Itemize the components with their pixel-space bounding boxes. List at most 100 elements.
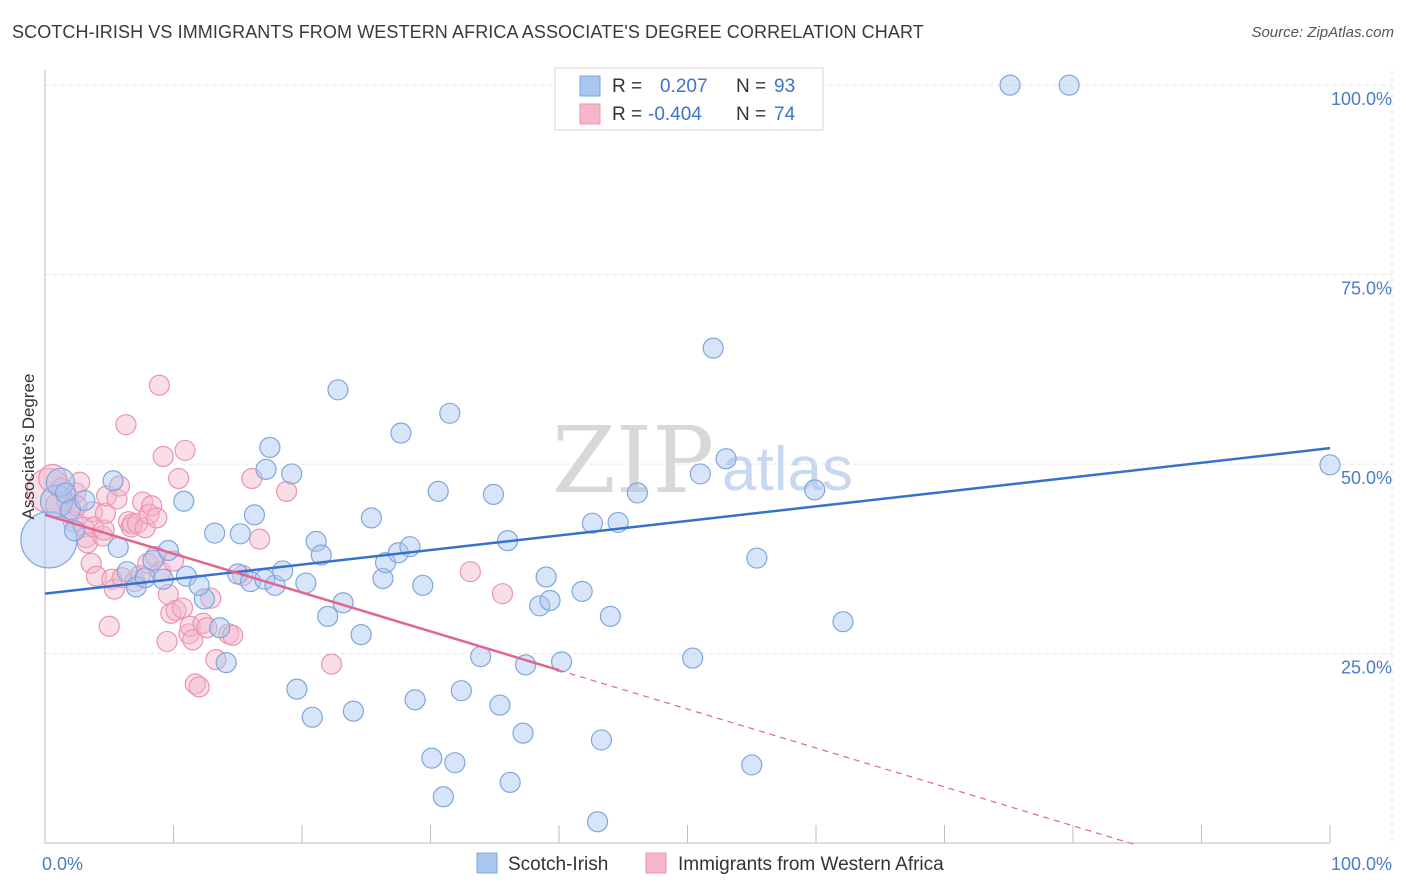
x-tick-label-min: 0.0% <box>42 854 83 874</box>
legend-r-value-western-africa: -0.404 <box>648 104 702 125</box>
series-legend: Scotch-Irish Immigrants from Western Afr… <box>476 852 944 875</box>
scotch-irish-point-19 <box>204 522 226 544</box>
scotch-irish-point-0 <box>20 511 78 569</box>
scotch-irish-point-80 <box>804 479 826 501</box>
scotch-irish-point-37 <box>317 605 339 628</box>
western-africa-point-62 <box>222 624 244 646</box>
series-label-western-africa: Immigrants from Western Africa <box>678 854 944 875</box>
grid-lines <box>45 70 1393 843</box>
scotch-irish-point-32 <box>286 678 308 700</box>
series-label-scotch-irish: Scotch-Irish <box>508 854 608 875</box>
watermark-zip: ZIP <box>552 407 714 514</box>
scotch-irish-point-30 <box>272 560 294 582</box>
y-tick-label-100: 100.0% <box>1331 89 1392 109</box>
scotch-irish-point-6 <box>74 489 96 512</box>
legend: R = 0.207 N = 93 R = -0.404 N = 74 <box>554 67 824 131</box>
legend-r-label-western-africa: R = <box>612 104 642 125</box>
legend-swatch-scotch-irish <box>579 75 601 97</box>
legend-r-value-scotch-irish: 0.207 <box>660 76 708 97</box>
western-africa-point-19 <box>94 502 116 524</box>
western-africa-point-43 <box>152 445 174 468</box>
trend-lines <box>44 446 1331 846</box>
axes <box>44 70 1331 844</box>
y-tick-label-50: 50.0% <box>1341 468 1392 488</box>
scotch-irish-point-40 <box>342 700 364 722</box>
scotch-irish-point-25 <box>243 504 266 526</box>
scotch-irish-point-71 <box>599 605 622 628</box>
scotch-irish-point-13 <box>157 539 179 562</box>
scotch-irish-point-73 <box>626 482 648 504</box>
scotch-irish-point-61 <box>512 722 534 744</box>
western-africa-point-65 <box>248 528 271 550</box>
scotch-irish-point-41 <box>350 623 372 646</box>
scotch-irish-point-46 <box>390 422 412 444</box>
scotch-irish-point-48 <box>404 689 426 711</box>
legend-swatch-western-africa <box>579 103 601 125</box>
western-africa-point-67 <box>320 653 343 675</box>
western-africa-point-55 <box>184 673 206 695</box>
scotch-irish-point-51 <box>427 480 449 502</box>
scotch-irish-point-82 <box>999 74 1021 96</box>
tick-labels: 25.0% 50.0% 75.0% 100.0% 0.0% 100.0% Associate… <box>19 89 1392 874</box>
western-africa-point-27 <box>115 414 137 436</box>
scotch-irish-point-67 <box>571 580 593 602</box>
scotch-irish-point-33 <box>295 572 317 594</box>
legend-n-value-scotch-irish: 93 <box>774 76 795 97</box>
scotch-irish-point-35 <box>305 530 327 552</box>
scotch-irish-point-50 <box>421 747 443 769</box>
scotch-irish-point-49 <box>412 574 434 596</box>
scotch-irish-point-36 <box>310 544 332 566</box>
scotch-irish-point-34 <box>301 706 323 728</box>
scotch-irish-point-66 <box>550 651 573 673</box>
western-africa-point-13 <box>80 552 102 574</box>
scotch-irish-point-43 <box>372 567 394 590</box>
scotch-irish-point-8 <box>107 536 129 559</box>
western-africa-point-68 <box>459 561 481 583</box>
western-africa-point-16 <box>85 565 108 587</box>
scotch-irish-point-38 <box>327 379 349 401</box>
scotch-irish-point-68 <box>581 512 604 534</box>
watermark-atlas: atlas <box>722 435 853 504</box>
western-africa-point-21 <box>98 615 120 637</box>
scotch-irish-point-7 <box>102 470 124 492</box>
scotch-irish-point-78 <box>741 754 763 776</box>
scotch-irish-point-52 <box>432 786 454 808</box>
scotch-irish-point-23 <box>229 523 251 545</box>
scotch-irish-point-84 <box>1319 454 1341 476</box>
western-africa-point-41 <box>148 374 170 396</box>
western-africa-point-69 <box>491 583 514 605</box>
trend-line-western-africa-extension <box>558 669 1138 846</box>
scotch-irish-point-3 <box>54 482 77 504</box>
western-africa-point-53 <box>179 615 201 637</box>
scotch-irish-point-53 <box>439 402 461 424</box>
legend-n-label-scotch-irish: N = <box>736 76 766 97</box>
scotch-irish-point-27 <box>255 458 277 480</box>
scotch-irish-point-75 <box>689 463 711 485</box>
x-tick-label-max: 100.0% <box>1331 854 1392 874</box>
legend-n-label-western-africa: N = <box>736 104 766 125</box>
scotch-irish-point-21 <box>215 652 237 674</box>
scotch-irish-point-16 <box>173 490 195 512</box>
scotch-irish-point-20 <box>209 617 231 639</box>
scotch-irish-point-79 <box>746 547 768 569</box>
scotch-irish-point-12 <box>142 549 164 571</box>
scotch-irish-point-55 <box>450 680 472 702</box>
scotch-irish-point-70 <box>590 729 613 751</box>
western-africa-point-50 <box>171 597 194 619</box>
chart-title: SCOTCH-IRISH VS IMMIGRANTS FROM WESTERN … <box>12 22 924 42</box>
western-africa-point-24 <box>106 488 128 510</box>
y-tick-label-75: 75.0% <box>1341 279 1392 299</box>
scotch-irish-point-58 <box>489 694 511 716</box>
scotch-irish-point-18 <box>188 574 210 596</box>
scotch-irish-point-74 <box>682 647 704 669</box>
y-axis-title: Associate's Degree <box>19 374 38 520</box>
scotch-irish-point-63 <box>529 595 551 617</box>
source-label: Source: ZipAtlas.com <box>1251 24 1394 41</box>
scotch-irish-point-81 <box>832 611 854 633</box>
scotch-irish-point-83 <box>1058 74 1080 96</box>
western-africa-point-49 <box>168 467 190 490</box>
scotch-irish-point-65 <box>535 566 557 588</box>
scotch-irish-point-69 <box>586 811 609 833</box>
scotch-irish-point-76 <box>702 337 724 359</box>
scotch-irish-point-2 <box>45 467 76 497</box>
